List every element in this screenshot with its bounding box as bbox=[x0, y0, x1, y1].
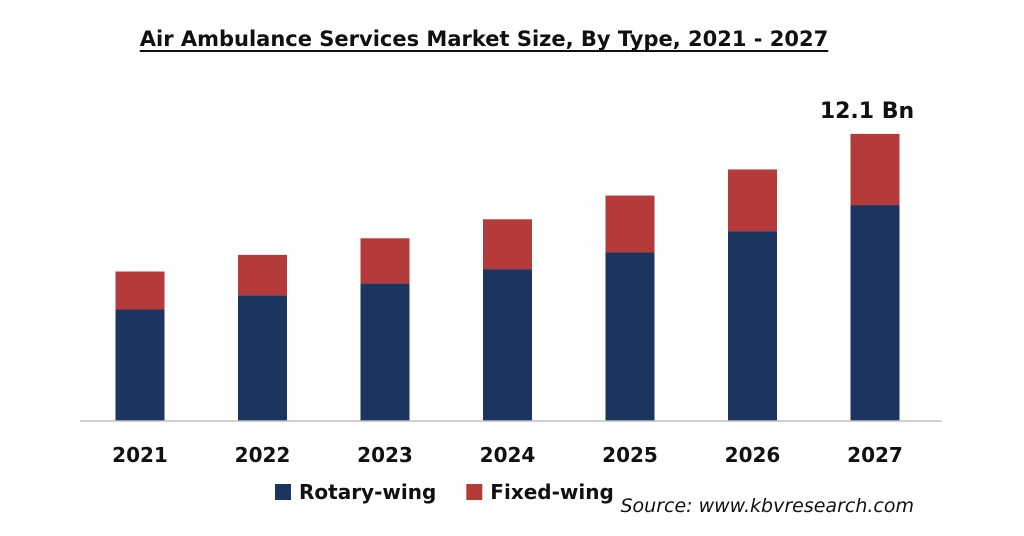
bar-rotary-wing-2021 bbox=[115, 309, 165, 421]
x-tick-label-2026: 2026 bbox=[725, 443, 781, 467]
bar-fixed-wing-2024 bbox=[483, 219, 532, 270]
legend-label-fixed-wing: Fixed-wing bbox=[490, 480, 614, 504]
bars-group bbox=[115, 133, 900, 421]
source-note: Source: www.kbvresearch.com bbox=[620, 495, 914, 517]
bar-rotary-wing-2023 bbox=[360, 283, 410, 421]
bar-fixed-wing-2026 bbox=[728, 169, 777, 232]
bar-fixed-wing-2025 bbox=[605, 195, 655, 253]
x-tick-label-2021: 2021 bbox=[112, 443, 168, 467]
legend-label-rotary-wing: Rotary-wing bbox=[299, 480, 436, 504]
total-annotation: 12.1 Bn bbox=[820, 99, 914, 124]
bar-rotary-wing-2026 bbox=[728, 231, 777, 421]
chart-title: Air Ambulance Services Market Size, By T… bbox=[140, 27, 829, 51]
bar-rotary-wing-2024 bbox=[483, 269, 532, 421]
bar-fixed-wing-2023 bbox=[360, 238, 410, 284]
bar-rotary-wing-2027 bbox=[850, 205, 900, 421]
bar-rotary-wing-2022 bbox=[238, 295, 287, 421]
bar-fixed-wing-2021 bbox=[115, 271, 165, 310]
x-tick-label-2023: 2023 bbox=[357, 443, 413, 467]
x-tick-label-2027: 2027 bbox=[847, 443, 903, 467]
x-tick-labels: 2021 2022 2023 2024 2025 2026 2027 bbox=[112, 443, 903, 467]
bar-fixed-wing-2027 bbox=[850, 133, 900, 206]
x-tick-label-2025: 2025 bbox=[602, 443, 658, 467]
x-tick-label-2022: 2022 bbox=[235, 443, 291, 467]
legend: Rotary-wing Fixed-wing bbox=[275, 480, 614, 504]
bar-rotary-wing-2025 bbox=[605, 252, 655, 421]
legend-swatch-fixed-wing bbox=[466, 484, 483, 500]
bar-fixed-wing-2022 bbox=[238, 254, 287, 296]
x-tick-label-2024: 2024 bbox=[480, 443, 536, 467]
legend-swatch-rotary-wing bbox=[275, 484, 291, 500]
